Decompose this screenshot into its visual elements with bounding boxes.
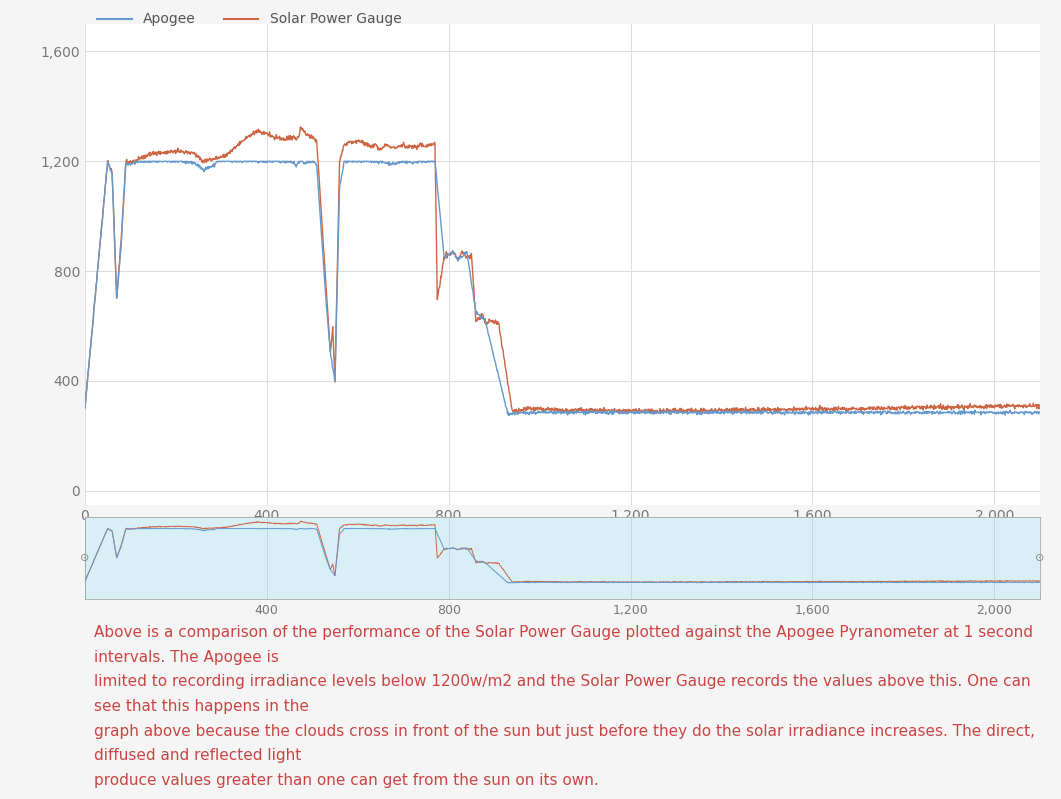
Text: ⊙: ⊙: [1036, 553, 1044, 563]
Text: ⊙: ⊙: [81, 553, 89, 563]
Text: Above is a comparison of the performance of the Solar Power Gauge plotted agains: Above is a comparison of the performance…: [94, 625, 1036, 788]
Legend: Apogee, Solar Power Gauge: Apogee, Solar Power Gauge: [92, 7, 406, 32]
